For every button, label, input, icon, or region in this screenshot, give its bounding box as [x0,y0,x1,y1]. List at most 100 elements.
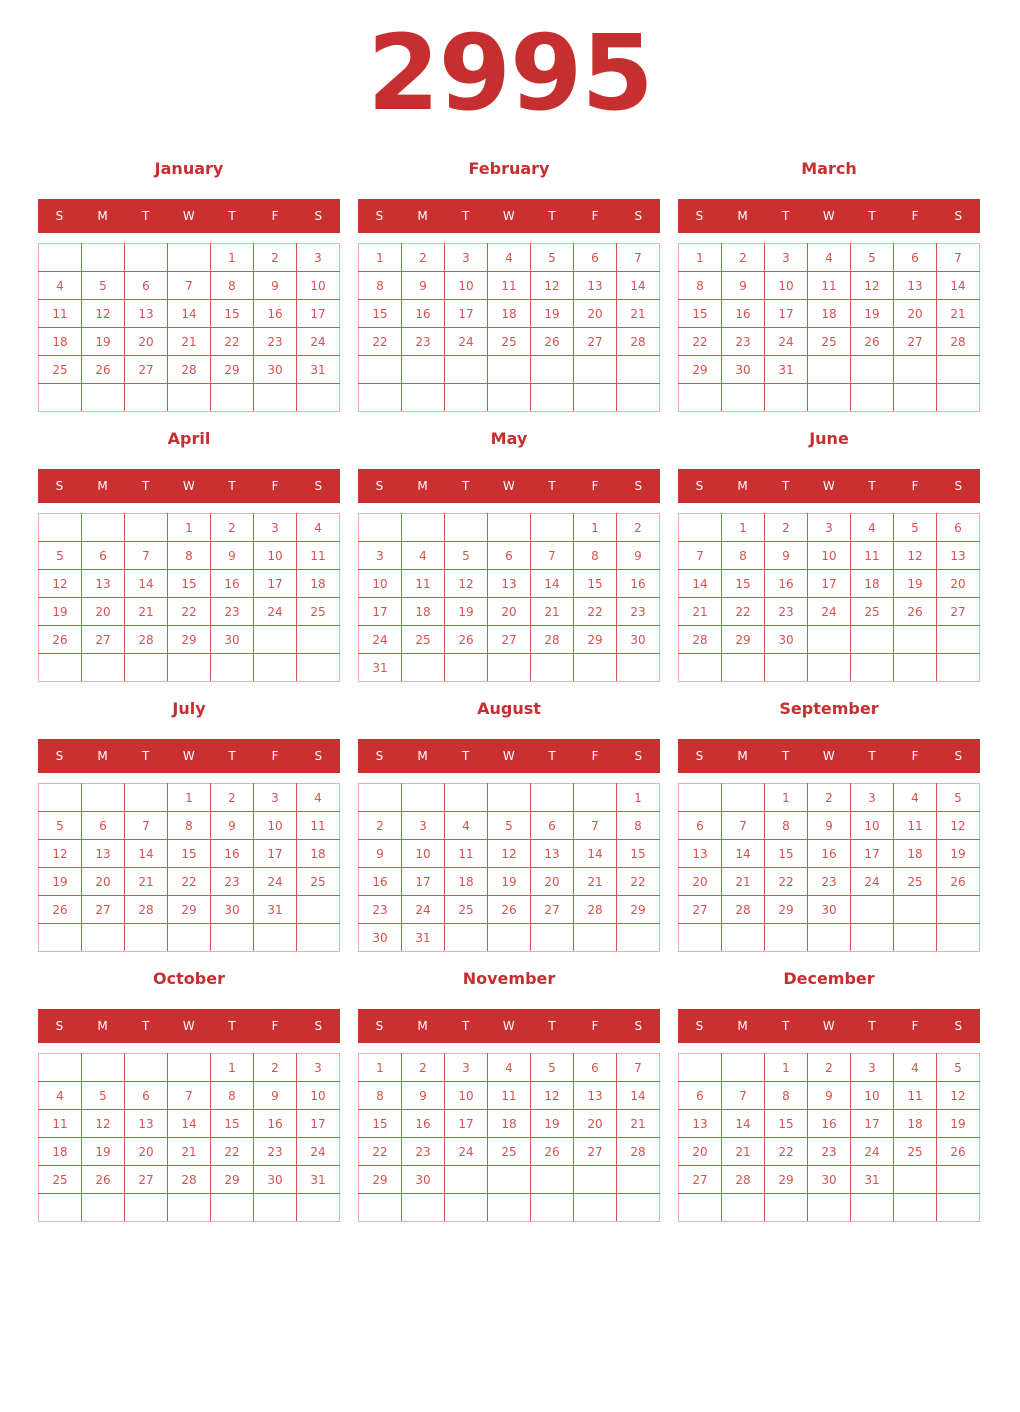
day-cell[interactable]: 26 [936,867,980,896]
day-cell[interactable]: 30 [807,895,851,924]
day-cell[interactable]: 6 [678,811,722,840]
day-cell[interactable]: 26 [487,895,531,924]
day-cell[interactable]: 30 [253,1165,297,1194]
day-cell[interactable]: 23 [807,1137,851,1166]
day-cell[interactable]: 9 [764,541,808,570]
day-cell[interactable]: 15 [167,569,211,598]
day-cell[interactable]: 12 [81,1109,125,1138]
day-cell[interactable]: 29 [764,895,808,924]
day-cell[interactable]: 7 [721,1081,765,1110]
day-cell[interactable]: 12 [850,271,894,300]
day-cell[interactable]: 24 [444,327,488,356]
day-cell[interactable]: 9 [210,541,254,570]
day-cell[interactable]: 24 [296,327,340,356]
day-cell[interactable]: 13 [530,839,574,868]
day-cell[interactable]: 2 [764,513,808,542]
day-cell[interactable]: 4 [893,1053,937,1082]
day-cell[interactable]: 15 [573,569,617,598]
day-cell[interactable]: 16 [401,299,445,328]
day-cell[interactable]: 22 [358,327,402,356]
day-cell[interactable]: 12 [530,1081,574,1110]
day-cell[interactable]: 4 [38,271,82,300]
day-cell[interactable]: 13 [124,1109,168,1138]
day-cell[interactable]: 7 [616,243,660,272]
day-cell[interactable]: 5 [81,1081,125,1110]
day-cell[interactable]: 21 [167,1137,211,1166]
day-cell[interactable]: 12 [81,299,125,328]
day-cell[interactable]: 10 [764,271,808,300]
day-cell[interactable]: 8 [616,811,660,840]
day-cell[interactable]: 9 [616,541,660,570]
day-cell[interactable]: 20 [124,1137,168,1166]
day-cell[interactable]: 14 [530,569,574,598]
day-cell[interactable]: 30 [807,1165,851,1194]
day-cell[interactable]: 6 [487,541,531,570]
day-cell[interactable]: 29 [616,895,660,924]
day-cell[interactable]: 21 [124,597,168,626]
day-cell[interactable]: 21 [616,1109,660,1138]
day-cell[interactable]: 5 [530,243,574,272]
day-cell[interactable]: 15 [210,1109,254,1138]
day-cell[interactable]: 3 [444,243,488,272]
day-cell[interactable]: 7 [530,541,574,570]
day-cell[interactable]: 3 [764,243,808,272]
day-cell[interactable]: 11 [487,1081,531,1110]
day-cell[interactable]: 11 [893,1081,937,1110]
day-cell[interactable]: 18 [38,1137,82,1166]
day-cell[interactable]: 21 [573,867,617,896]
day-cell[interactable]: 20 [573,1109,617,1138]
day-cell[interactable]: 17 [401,867,445,896]
day-cell[interactable]: 30 [721,355,765,384]
day-cell[interactable]: 29 [764,1165,808,1194]
day-cell[interactable]: 28 [573,895,617,924]
day-cell[interactable]: 1 [167,783,211,812]
day-cell[interactable]: 11 [38,1109,82,1138]
day-cell[interactable]: 7 [721,811,765,840]
day-cell[interactable]: 14 [124,569,168,598]
day-cell[interactable]: 18 [444,867,488,896]
day-cell[interactable]: 17 [253,839,297,868]
day-cell[interactable]: 1 [167,513,211,542]
day-cell[interactable]: 15 [764,839,808,868]
day-cell[interactable]: 14 [721,839,765,868]
day-cell[interactable]: 21 [721,867,765,896]
day-cell[interactable]: 30 [358,923,402,952]
day-cell[interactable]: 5 [936,1053,980,1082]
day-cell[interactable]: 13 [81,569,125,598]
day-cell[interactable]: 10 [296,1081,340,1110]
day-cell[interactable]: 23 [721,327,765,356]
day-cell[interactable]: 1 [616,783,660,812]
day-cell[interactable]: 26 [850,327,894,356]
day-cell[interactable]: 25 [38,355,82,384]
day-cell[interactable]: 8 [573,541,617,570]
day-cell[interactable]: 3 [296,243,340,272]
day-cell[interactable]: 28 [167,355,211,384]
day-cell[interactable]: 4 [487,243,531,272]
day-cell[interactable]: 26 [444,625,488,654]
day-cell[interactable]: 25 [401,625,445,654]
day-cell[interactable]: 28 [124,625,168,654]
day-cell[interactable]: 8 [167,811,211,840]
day-cell[interactable]: 20 [81,867,125,896]
day-cell[interactable]: 30 [764,625,808,654]
day-cell[interactable]: 12 [936,1081,980,1110]
day-cell[interactable]: 25 [487,1137,531,1166]
day-cell[interactable]: 4 [401,541,445,570]
day-cell[interactable]: 17 [296,1109,340,1138]
day-cell[interactable]: 18 [807,299,851,328]
day-cell[interactable]: 3 [296,1053,340,1082]
day-cell[interactable]: 11 [487,271,531,300]
day-cell[interactable]: 13 [573,271,617,300]
day-cell[interactable]: 6 [81,541,125,570]
day-cell[interactable]: 5 [38,541,82,570]
day-cell[interactable]: 28 [530,625,574,654]
day-cell[interactable]: 31 [764,355,808,384]
day-cell[interactable]: 5 [444,541,488,570]
day-cell[interactable]: 18 [487,1109,531,1138]
day-cell[interactable]: 16 [616,569,660,598]
day-cell[interactable]: 8 [764,1081,808,1110]
day-cell[interactable]: 20 [487,597,531,626]
day-cell[interactable]: 31 [296,1165,340,1194]
day-cell[interactable]: 13 [893,271,937,300]
day-cell[interactable]: 23 [401,327,445,356]
